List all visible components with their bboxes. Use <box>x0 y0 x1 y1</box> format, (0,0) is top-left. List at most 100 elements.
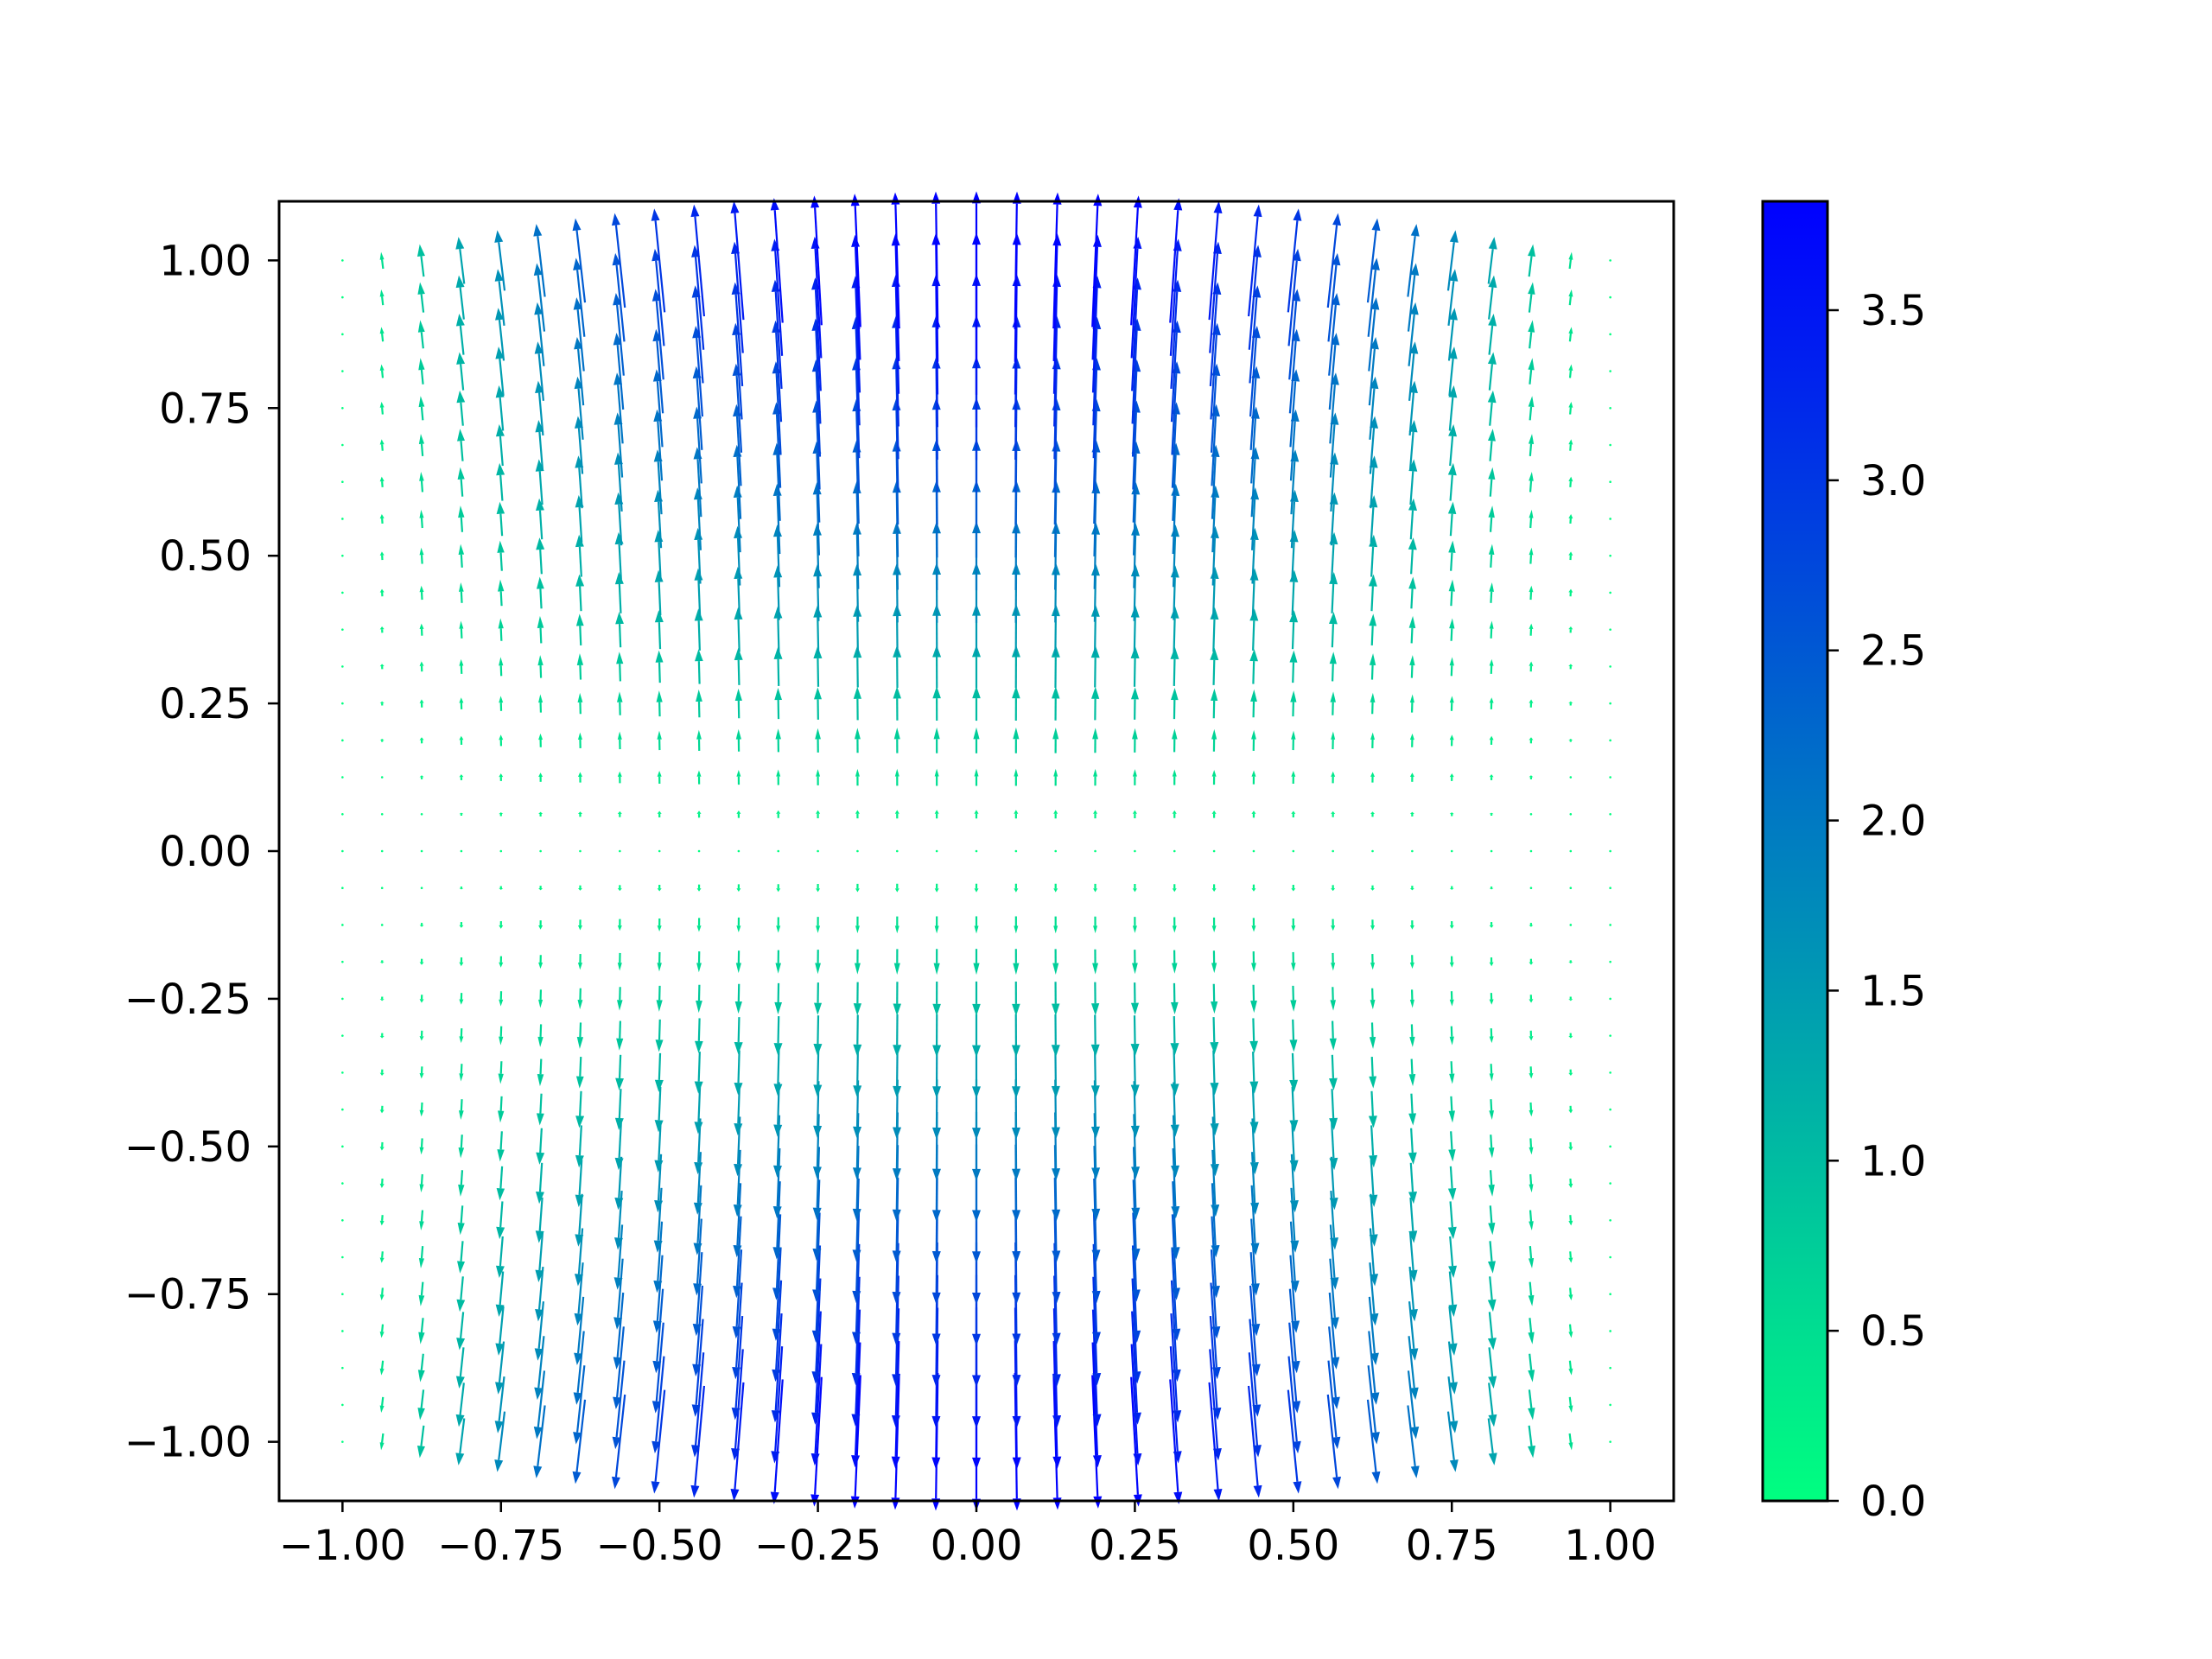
quiver-arrow-head <box>736 888 741 893</box>
quiver-arrow <box>534 1336 545 1401</box>
quiver-arrow-shaft <box>773 210 784 323</box>
quiver-arrow <box>459 1099 464 1120</box>
quiver-arrow <box>1171 1247 1181 1341</box>
quiver-arrow-shaft <box>420 1389 425 1408</box>
y-tick-label: 0.25 <box>159 680 251 728</box>
quiver-arrow-head <box>1132 888 1137 893</box>
quiver-arrow-shaft <box>498 281 505 327</box>
quiver-arrow <box>1292 849 1295 853</box>
quiver-arrow <box>459 1064 464 1082</box>
quiver-arrow-head <box>891 1497 900 1510</box>
colorbar-tick-label: 1.5 <box>1860 967 1926 1015</box>
quiver-arrow <box>613 1224 624 1290</box>
quiver-arrow-dot <box>1609 1293 1611 1296</box>
quiver-arrow-shaft <box>776 454 781 521</box>
quiver-arrow-shaft <box>1368 1331 1376 1394</box>
quiver-arrow-head <box>932 1127 942 1140</box>
quiver-arrow <box>1529 623 1534 636</box>
quiver-arrow-head <box>1370 811 1376 814</box>
quiver-arrow-head <box>1249 649 1258 662</box>
quiver-arrow-head <box>1289 650 1298 663</box>
quiver-arrow <box>1489 620 1494 639</box>
quiver-arrow <box>811 1311 822 1425</box>
quiver-arrow-head <box>1132 769 1137 777</box>
quiver-arrow-shaft <box>1212 1050 1216 1084</box>
quiver-arrow <box>1449 886 1454 890</box>
quiver-arrow-shaft <box>735 375 743 453</box>
quiver-arrow-head <box>1173 198 1183 211</box>
quiver-arrow <box>1568 551 1573 561</box>
quiver-arrow <box>616 1020 624 1051</box>
x-tick-label: 0.00 <box>931 1522 1023 1570</box>
quiver-arrow <box>975 849 978 853</box>
quiver-arrow-head <box>1449 925 1454 929</box>
quiver-arrow-head <box>1012 1168 1021 1181</box>
quiver-arrow-head <box>1370 257 1380 270</box>
quiver-arrow-head <box>1489 812 1494 815</box>
quiver-arrow-shaft <box>1211 1183 1217 1246</box>
quiver-arrow-shaft <box>1449 1166 1453 1189</box>
quiver-arrow-head <box>733 1205 742 1217</box>
quiver-arrow <box>1210 1017 1219 1055</box>
quiver-arrow <box>1289 650 1298 683</box>
quiver-arrow <box>379 327 385 342</box>
quiver-arrow <box>652 1255 664 1333</box>
quiver-arrow-shaft <box>1328 344 1337 410</box>
quiver-arrow-shaft <box>576 1331 585 1394</box>
quiver-arrow <box>1327 1360 1341 1450</box>
quiver-arrow <box>496 1201 505 1240</box>
quiver-arrow-shaft <box>499 552 503 571</box>
quiver-arrow-shaft <box>381 1287 384 1295</box>
quiver-arrow <box>1211 769 1217 785</box>
quiver-arrow <box>1291 918 1296 931</box>
quiver-arrow <box>1529 958 1534 965</box>
quiver-arrow-head <box>816 769 821 777</box>
quiver-arrow-shaft <box>1368 348 1376 406</box>
quiver-arrow-head <box>537 655 543 666</box>
quiver-arrow <box>379 251 385 270</box>
quiver-arrow-head <box>536 1152 545 1165</box>
quiver-arrow-head <box>1012 1333 1021 1346</box>
quiver-arrow <box>419 585 424 601</box>
quiver-arrow-head <box>1449 1382 1458 1395</box>
quiver-arrow-dot <box>1609 370 1611 372</box>
x-tick-label: 0.75 <box>1406 1522 1498 1570</box>
quiver-arrow <box>816 769 821 785</box>
quiver-arrow <box>379 1069 385 1076</box>
quiver-arrow <box>1568 1105 1573 1114</box>
quiver-arrow <box>1131 1147 1141 1220</box>
quiver-arrow-head <box>537 1036 543 1047</box>
quiver-arrow-shaft <box>1370 586 1374 612</box>
quiver-arrow <box>1252 849 1255 853</box>
quiver-arrow-head <box>1528 282 1535 295</box>
quiver-arrow-head <box>1529 1072 1534 1079</box>
quiver-arrow <box>851 1309 861 1427</box>
quiver-arrow-shaft <box>1209 294 1218 387</box>
quiver-arrow-head <box>1528 1370 1535 1382</box>
quiver-arrow-dot <box>1212 849 1216 853</box>
quiver-arrow-head <box>1133 1452 1142 1466</box>
quiver-arrow <box>1131 482 1141 556</box>
quiver-arrow-head <box>1251 810 1256 814</box>
quiver-arrow-head <box>852 1290 861 1304</box>
quiver-arrow <box>1609 333 1611 336</box>
quiver-arrow-head <box>1529 1184 1534 1193</box>
quiver-arrow <box>1489 1028 1494 1044</box>
quiver-arrow <box>1290 690 1297 717</box>
quiver-arrow-head <box>379 739 385 741</box>
quiver-arrow-head <box>815 963 821 975</box>
quiver-arrow-shaft <box>1130 248 1139 359</box>
quiver-arrow-head <box>852 1167 861 1180</box>
quiver-arrow-head <box>654 1120 664 1133</box>
quiver-arrow-dot <box>341 960 344 963</box>
quiver-arrow-head <box>1568 289 1573 297</box>
quiver-arrow <box>1446 1411 1459 1472</box>
quiver-arrow-shaft <box>539 549 543 575</box>
quiver-arrow-shaft <box>460 1099 463 1111</box>
quiver-arrow <box>1488 1205 1496 1236</box>
quiver-arrow-head <box>652 1320 662 1333</box>
quiver-arrow-head <box>853 1003 862 1016</box>
quiver-arrow <box>612 252 626 342</box>
quiver-arrow-head <box>379 402 385 408</box>
quiver-arrow-head <box>1488 1222 1496 1236</box>
